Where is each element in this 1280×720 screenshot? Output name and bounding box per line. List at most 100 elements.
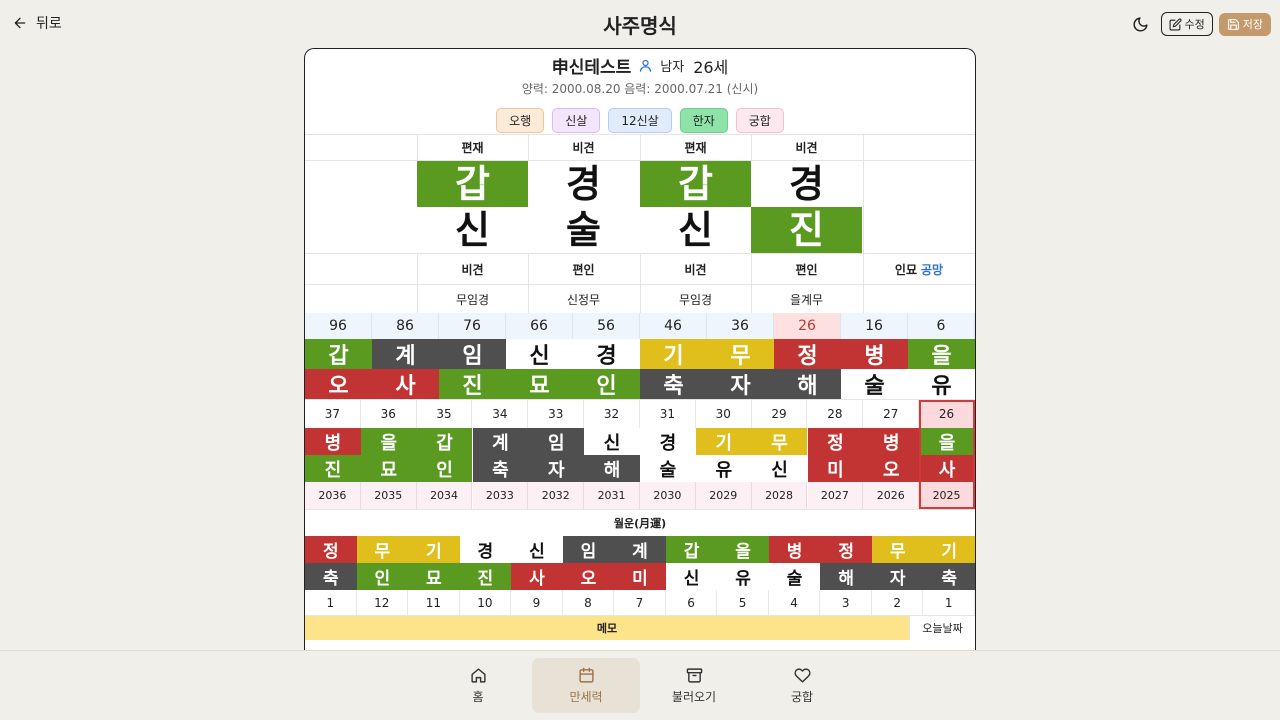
seun-year-8[interactable]: 2028 xyxy=(751,482,808,509)
seun-branch-9[interactable]: 미 xyxy=(807,455,864,482)
daeun-age-0[interactable]: 96 xyxy=(305,313,372,339)
wolun-branch-10[interactable]: 해 xyxy=(820,563,872,590)
seun-age-5[interactable]: 32 xyxy=(584,400,640,428)
daeun-branch-3[interactable]: 묘 xyxy=(506,369,573,399)
seun-branch-6[interactable]: 술 xyxy=(640,455,696,482)
wolun-stem-11[interactable]: 무 xyxy=(871,536,924,563)
seun-age-10[interactable]: 27 xyxy=(863,400,920,428)
wolun-stem-3[interactable]: 경 xyxy=(459,536,512,563)
wolun-branch-4[interactable]: 사 xyxy=(511,563,563,590)
seun-age-8[interactable]: 29 xyxy=(751,400,808,428)
nav-item-2[interactable]: 불러오기 xyxy=(640,658,748,713)
dark-mode-toggle[interactable] xyxy=(1125,12,1157,36)
wolun-month-0[interactable]: 1 xyxy=(305,590,357,615)
wolun-stem-10[interactable]: 정 xyxy=(820,536,872,563)
wolun-month-7[interactable]: 6 xyxy=(665,590,718,615)
daeun-stem-0[interactable]: 갑 xyxy=(305,339,372,369)
seun-stem-3[interactable]: 계 xyxy=(472,428,529,455)
wolun-branch-11[interactable]: 자 xyxy=(871,563,924,590)
nav-item-3[interactable]: 궁합 xyxy=(748,658,856,713)
daeun-stem-5[interactable]: 기 xyxy=(640,339,707,369)
wolun-stem-1[interactable]: 무 xyxy=(356,536,409,563)
seun-branch-4[interactable]: 자 xyxy=(528,455,585,482)
back-button[interactable]: 뒤로 xyxy=(12,13,62,33)
daeun-stem-8[interactable]: 병 xyxy=(841,339,908,369)
wolun-stem-6[interactable]: 계 xyxy=(614,536,666,563)
wolun-stem-2[interactable]: 기 xyxy=(408,536,460,563)
pillar-stem-1[interactable]: 경 xyxy=(528,161,639,207)
wolun-branch-0[interactable]: 축 xyxy=(305,563,357,590)
daeun-age-5[interactable]: 46 xyxy=(640,313,707,339)
wolun-stem-12[interactable]: 기 xyxy=(923,536,975,563)
seun-stem-6[interactable]: 경 xyxy=(640,428,696,455)
wolun-month-10[interactable]: 3 xyxy=(820,590,872,615)
seun-branch-7[interactable]: 유 xyxy=(695,455,752,482)
daeun-branch-6[interactable]: 자 xyxy=(707,369,774,399)
wolun-month-3[interactable]: 10 xyxy=(459,590,512,615)
wolun-month-4[interactable]: 9 xyxy=(511,590,563,615)
wolun-stem-7[interactable]: 갑 xyxy=(665,536,718,563)
wolun-month-6[interactable]: 7 xyxy=(614,590,666,615)
seun-year-5[interactable]: 2031 xyxy=(584,482,640,509)
daeun-branch-7[interactable]: 해 xyxy=(774,369,841,399)
wolun-month-11[interactable]: 2 xyxy=(871,590,924,615)
seun-stem-1[interactable]: 을 xyxy=(360,428,417,455)
daeun-age-8[interactable]: 16 xyxy=(841,313,908,339)
seun-branch-0[interactable]: 진 xyxy=(305,455,361,482)
seun-age-4[interactable]: 33 xyxy=(528,400,585,428)
daeun-branch-2[interactable]: 진 xyxy=(439,369,506,399)
pillar-stem-2[interactable]: 갑 xyxy=(640,161,751,207)
daeun-stem-7[interactable]: 정 xyxy=(774,339,841,369)
seun-branch-2[interactable]: 인 xyxy=(416,455,473,482)
daeun-age-3[interactable]: 66 xyxy=(506,313,573,339)
nav-item-0[interactable]: 홈 xyxy=(424,658,532,713)
pillar-branch-0[interactable]: 신 xyxy=(417,207,528,253)
wolun-month-2[interactable]: 11 xyxy=(408,590,460,615)
seun-age-0[interactable]: 37 xyxy=(305,400,361,428)
wolun-stem-4[interactable]: 신 xyxy=(511,536,563,563)
daeun-stem-2[interactable]: 임 xyxy=(439,339,506,369)
seun-year-9[interactable]: 2027 xyxy=(807,482,864,509)
seun-stem-5[interactable]: 신 xyxy=(584,428,640,455)
edit-button[interactable]: 수정 xyxy=(1160,12,1213,36)
today-button[interactable]: 오늘날짜 xyxy=(909,616,975,640)
wolun-stem-8[interactable]: 을 xyxy=(717,536,769,563)
seun-year-4[interactable]: 2032 xyxy=(528,482,585,509)
daeun-branch-4[interactable]: 인 xyxy=(573,369,640,399)
daeun-branch-1[interactable]: 사 xyxy=(372,369,439,399)
seun-year-3[interactable]: 2033 xyxy=(472,482,529,509)
daeun-age-1[interactable]: 86 xyxy=(372,313,439,339)
wolun-stem-0[interactable]: 정 xyxy=(305,536,357,563)
seun-year-6[interactable]: 2030 xyxy=(640,482,696,509)
wolun-month-12[interactable]: 1 xyxy=(923,590,975,615)
gongmang-label[interactable]: 공망 xyxy=(921,262,944,277)
wolun-branch-12[interactable]: 축 xyxy=(923,563,975,590)
pillar-stem-0[interactable]: 갑 xyxy=(417,161,528,207)
wolun-month-1[interactable]: 12 xyxy=(356,590,409,615)
daeun-branch-5[interactable]: 축 xyxy=(640,369,707,399)
daeun-branch-0[interactable]: 오 xyxy=(305,369,372,399)
wolun-branch-1[interactable]: 인 xyxy=(356,563,409,590)
daeun-stem-1[interactable]: 계 xyxy=(372,339,439,369)
wolun-branch-6[interactable]: 미 xyxy=(614,563,666,590)
tab-2[interactable]: 12신살 xyxy=(608,108,672,133)
daeun-age-2[interactable]: 76 xyxy=(439,313,506,339)
daeun-age-9[interactable]: 6 xyxy=(908,313,975,339)
seun-age-6[interactable]: 31 xyxy=(640,400,696,428)
wolun-branch-2[interactable]: 묘 xyxy=(408,563,460,590)
seun-year-0[interactable]: 2036 xyxy=(305,482,361,509)
pillar-stem-3[interactable]: 경 xyxy=(751,161,862,207)
seun-age-11[interactable]: 26 xyxy=(919,400,975,428)
seun-age-9[interactable]: 28 xyxy=(807,400,864,428)
daeun-branch-8[interactable]: 술 xyxy=(841,369,908,399)
seun-stem-0[interactable]: 병 xyxy=(305,428,361,455)
wolun-branch-3[interactable]: 진 xyxy=(459,563,512,590)
wolun-month-9[interactable]: 4 xyxy=(768,590,821,615)
daeun-stem-3[interactable]: 신 xyxy=(506,339,573,369)
wolun-month-5[interactable]: 8 xyxy=(562,590,615,615)
wolun-stem-9[interactable]: 병 xyxy=(768,536,821,563)
seun-branch-11[interactable]: 사 xyxy=(919,455,975,482)
pillar-branch-3[interactable]: 진 xyxy=(751,207,862,253)
nav-item-1[interactable]: 만세력 xyxy=(532,658,640,713)
seun-stem-10[interactable]: 병 xyxy=(863,428,920,455)
